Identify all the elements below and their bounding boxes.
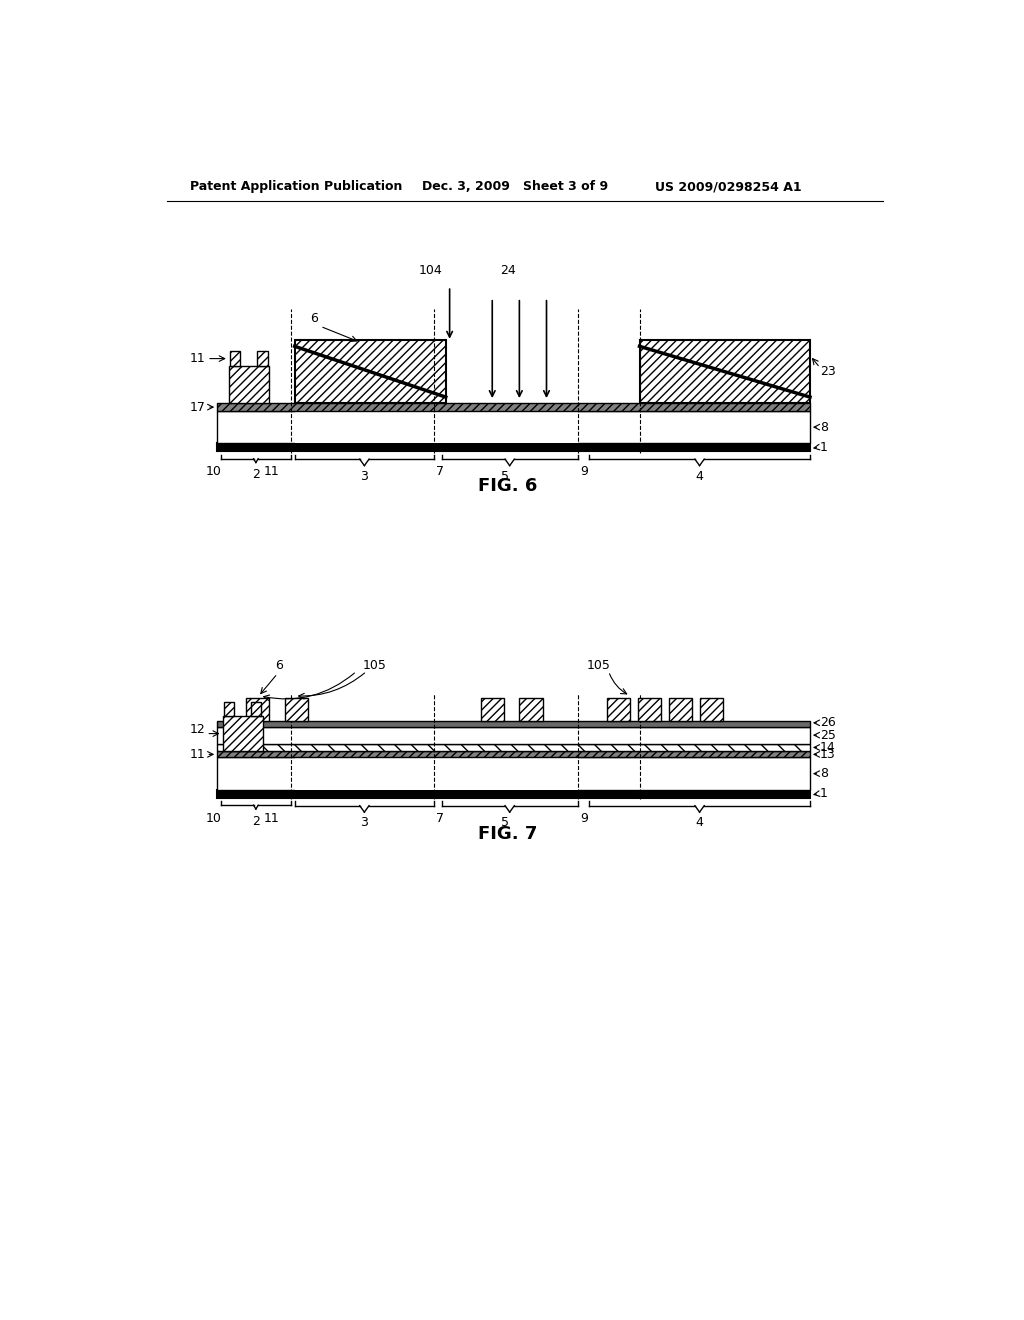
Text: 17: 17 <box>189 400 206 413</box>
Bar <box>480 698 504 721</box>
Text: 9: 9 <box>580 465 588 478</box>
Text: 23: 23 <box>820 366 836 379</box>
Bar <box>445 758 578 789</box>
Text: US 2009/0298254 A1: US 2009/0298254 A1 <box>655 181 802 194</box>
Bar <box>230 351 241 367</box>
Bar <box>640 341 810 404</box>
Text: 1: 1 <box>820 441 828 454</box>
Bar <box>445 411 578 444</box>
Bar <box>251 702 261 715</box>
Bar <box>228 367 269 404</box>
Text: 8: 8 <box>820 421 828 434</box>
Text: 26: 26 <box>820 715 836 729</box>
Text: 9: 9 <box>580 812 588 825</box>
Text: 6: 6 <box>275 659 283 672</box>
Bar <box>669 698 692 721</box>
Text: 24: 24 <box>500 264 516 277</box>
Text: 10: 10 <box>206 812 221 825</box>
Text: 5: 5 <box>502 470 509 483</box>
Text: 11: 11 <box>263 465 280 478</box>
Text: 14: 14 <box>820 741 836 754</box>
Text: 105: 105 <box>587 659 610 672</box>
Text: 2: 2 <box>252 814 260 828</box>
Text: Patent Application Publication: Patent Application Publication <box>190 181 402 194</box>
Text: 10: 10 <box>206 465 221 478</box>
Bar <box>295 341 445 404</box>
Bar <box>217 726 810 743</box>
Text: FIG. 6: FIG. 6 <box>478 477 538 495</box>
Text: 3: 3 <box>360 470 369 483</box>
Text: 8: 8 <box>820 767 828 780</box>
Bar <box>295 411 445 444</box>
Bar <box>224 702 234 715</box>
Text: 25: 25 <box>820 729 836 742</box>
Text: 3: 3 <box>360 816 369 829</box>
Text: 11: 11 <box>189 748 206 760</box>
Text: 6: 6 <box>310 312 317 325</box>
Text: 7: 7 <box>436 812 444 825</box>
Text: 4: 4 <box>695 470 703 483</box>
Text: 4: 4 <box>695 816 703 829</box>
Bar <box>217 404 810 411</box>
Text: FIG. 7: FIG. 7 <box>478 825 538 842</box>
Bar <box>638 698 662 721</box>
Text: 1: 1 <box>820 787 828 800</box>
Bar <box>295 758 445 789</box>
Bar <box>217 444 810 451</box>
Bar <box>217 758 810 789</box>
Bar <box>222 715 263 751</box>
Bar <box>607 698 630 721</box>
Bar <box>246 698 269 721</box>
Text: 7: 7 <box>436 465 444 478</box>
Bar <box>217 743 810 751</box>
Bar <box>519 698 543 721</box>
Bar <box>217 751 810 758</box>
Bar <box>285 698 308 721</box>
Text: 105: 105 <box>362 659 386 672</box>
Bar <box>257 351 267 367</box>
Text: 5: 5 <box>502 816 509 829</box>
Bar <box>217 789 810 797</box>
Text: 12: 12 <box>189 723 206 737</box>
Bar <box>217 411 810 444</box>
Text: Dec. 3, 2009   Sheet 3 of 9: Dec. 3, 2009 Sheet 3 of 9 <box>423 181 608 194</box>
Text: 104: 104 <box>419 264 442 277</box>
Text: 11: 11 <box>263 812 280 825</box>
Bar <box>217 721 810 726</box>
Text: 11: 11 <box>189 352 206 366</box>
Text: 13: 13 <box>820 748 836 760</box>
Text: 2: 2 <box>252 469 260 482</box>
Bar <box>700 698 723 721</box>
